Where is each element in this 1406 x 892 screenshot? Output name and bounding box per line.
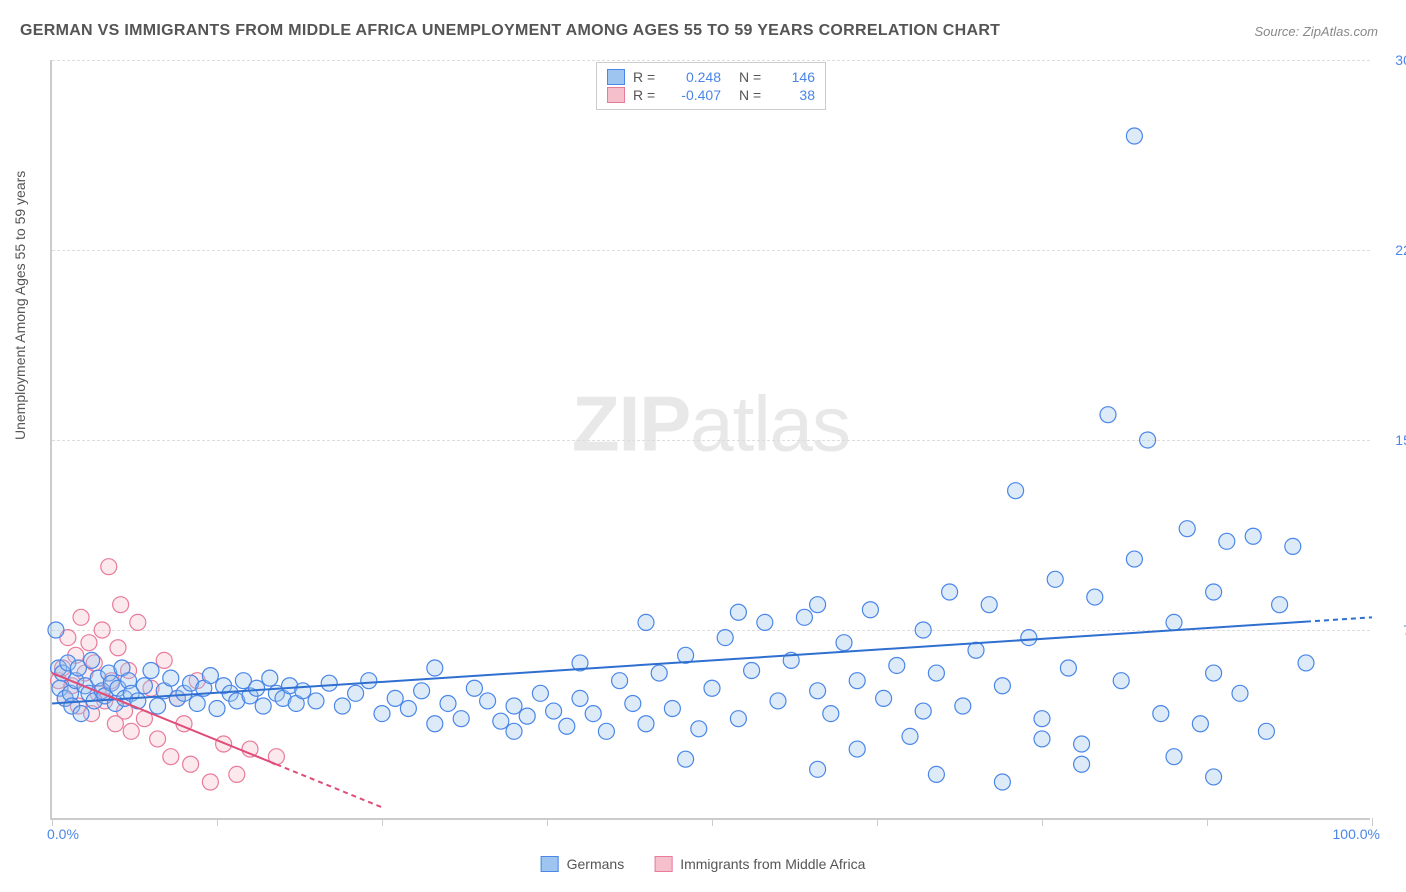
legend-item-immigrants: Immigrants from Middle Africa bbox=[654, 856, 865, 872]
y-tick-label: 15.0% bbox=[1380, 432, 1406, 448]
legend-item-germans: Germans bbox=[541, 856, 625, 872]
source-attribution: Source: ZipAtlas.com bbox=[1254, 24, 1378, 39]
stats-swatch bbox=[607, 87, 625, 103]
legend-label-germans: Germans bbox=[567, 856, 625, 872]
n-label: N = bbox=[739, 69, 767, 85]
r-label: R = bbox=[633, 87, 661, 103]
bottom-legend: Germans Immigrants from Middle Africa bbox=[541, 856, 866, 872]
x-min-label: 0.0% bbox=[47, 826, 79, 842]
legend-swatch-pink bbox=[654, 856, 672, 872]
x-max-label: 100.0% bbox=[1333, 826, 1380, 842]
y-axis-label: Unemployment Among Ages 55 to 59 years bbox=[12, 171, 28, 440]
y-tick-label: 7.5% bbox=[1380, 622, 1406, 638]
n-value: 146 bbox=[775, 69, 815, 85]
y-tick-label: 30.0% bbox=[1380, 52, 1406, 68]
n-value: 38 bbox=[775, 87, 815, 103]
stats-row: R = 0.248 N = 146 bbox=[607, 68, 815, 86]
legend-label-immigrants: Immigrants from Middle Africa bbox=[680, 856, 865, 872]
legend-swatch-blue bbox=[541, 856, 559, 872]
stats-row: R = -0.407 N = 38 bbox=[607, 86, 815, 104]
stats-swatch bbox=[607, 69, 625, 85]
r-value: 0.248 bbox=[669, 69, 721, 85]
chart-title: GERMAN VS IMMIGRANTS FROM MIDDLE AFRICA … bbox=[20, 22, 1000, 40]
n-label: N = bbox=[739, 87, 767, 103]
plot-area: ZIPatlas 7.5%15.0%22.5%30.0% R =0.248N =… bbox=[50, 60, 1370, 820]
r-label: R = bbox=[633, 69, 661, 85]
stats-legend: R = 0.248 N = 146 R = -0.407 N = 38 bbox=[596, 62, 826, 110]
scatter-svg bbox=[52, 60, 1370, 818]
r-value: -0.407 bbox=[669, 87, 721, 103]
y-tick-label: 22.5% bbox=[1380, 242, 1406, 258]
